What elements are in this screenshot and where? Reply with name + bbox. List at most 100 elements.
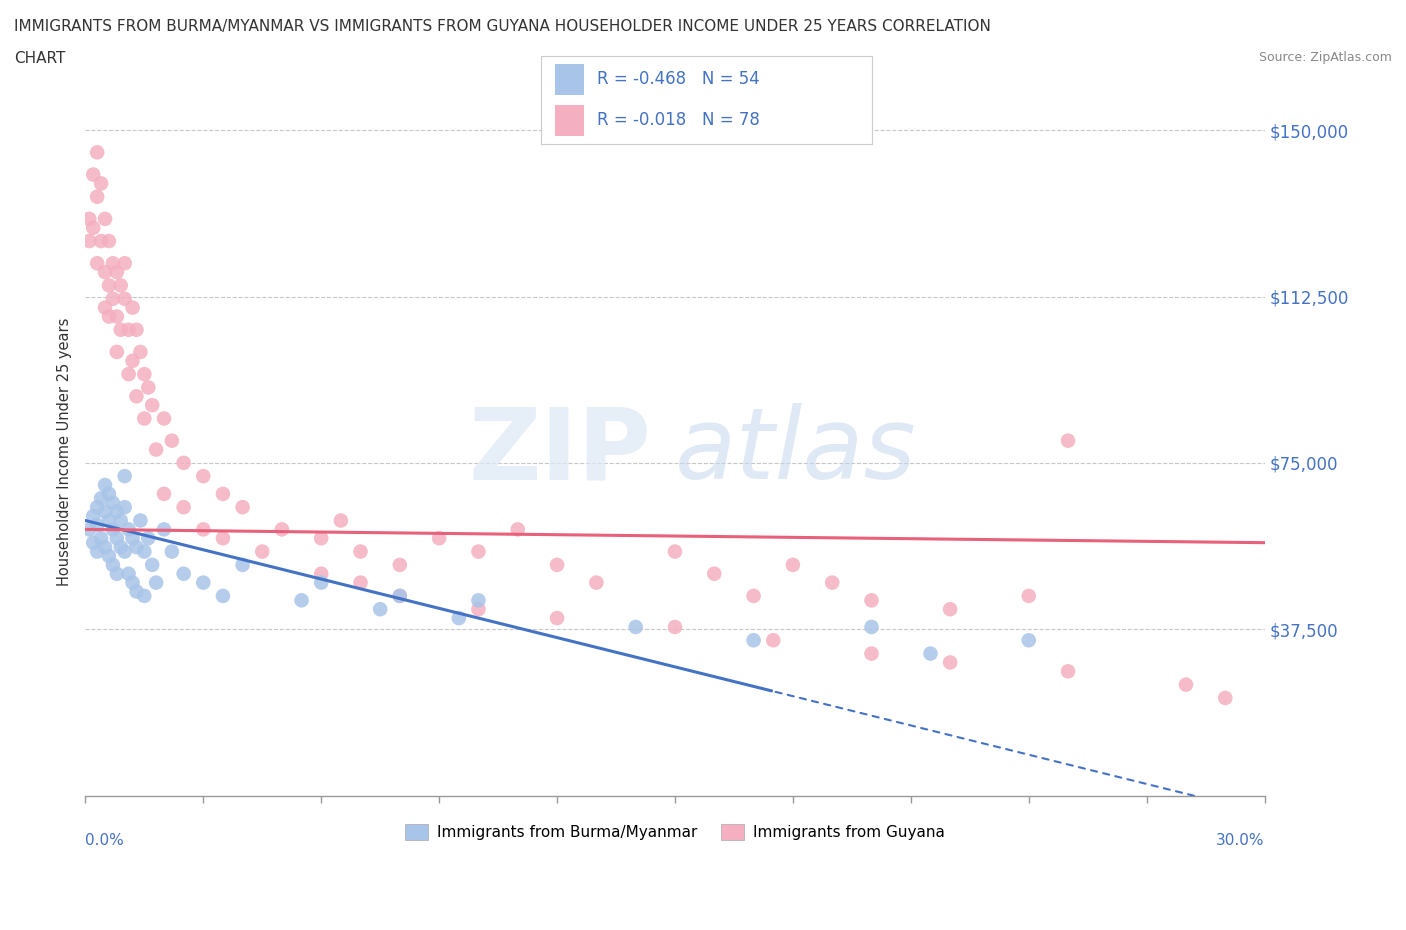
Point — [101, 557, 124, 572]
Point — [114, 499, 136, 514]
FancyBboxPatch shape — [554, 105, 585, 136]
Text: ZIP: ZIP — [468, 404, 651, 500]
Point — [388, 589, 411, 604]
Point — [309, 531, 332, 546]
Point — [134, 411, 156, 426]
Text: R = -0.468   N = 54: R = -0.468 N = 54 — [598, 70, 761, 87]
Point — [125, 389, 148, 404]
Point — [101, 522, 124, 537]
Point — [153, 411, 176, 426]
Point — [114, 256, 136, 271]
Point — [94, 504, 117, 519]
Point — [290, 593, 312, 608]
Point — [97, 513, 120, 528]
Point — [110, 539, 132, 554]
Point — [506, 522, 529, 537]
Point — [114, 544, 136, 559]
Point — [153, 522, 176, 537]
Point — [212, 531, 235, 546]
Point — [145, 442, 167, 457]
Point — [920, 646, 942, 661]
Point — [467, 544, 489, 559]
Point — [90, 491, 112, 506]
Point — [309, 566, 332, 581]
Point — [860, 646, 883, 661]
Point — [1213, 690, 1236, 705]
Point — [1057, 433, 1080, 448]
Text: Source: ZipAtlas.com: Source: ZipAtlas.com — [1258, 51, 1392, 64]
Point — [145, 575, 167, 590]
Point — [193, 469, 215, 484]
Point — [121, 575, 143, 590]
Point — [97, 549, 120, 564]
Point — [86, 145, 108, 160]
Point — [82, 220, 104, 235]
Point — [129, 513, 152, 528]
Point — [860, 593, 883, 608]
Point — [427, 531, 450, 546]
Point — [125, 584, 148, 599]
Point — [86, 256, 108, 271]
Text: R = -0.018   N = 78: R = -0.018 N = 78 — [598, 112, 761, 129]
Point — [212, 589, 235, 604]
Point — [105, 504, 128, 519]
Point — [105, 566, 128, 581]
Point — [1175, 677, 1198, 692]
Point — [97, 278, 120, 293]
Point — [79, 211, 101, 226]
Point — [742, 632, 765, 647]
Point — [79, 233, 101, 248]
Point — [624, 619, 647, 634]
Text: 0.0%: 0.0% — [86, 833, 124, 848]
Point — [110, 513, 132, 528]
FancyBboxPatch shape — [554, 64, 585, 95]
Point — [90, 176, 112, 191]
Point — [114, 291, 136, 306]
Point — [117, 566, 139, 581]
Point — [121, 531, 143, 546]
Point — [86, 190, 108, 205]
Point — [388, 589, 411, 604]
Point — [101, 291, 124, 306]
Point — [105, 265, 128, 280]
Point — [94, 265, 117, 280]
Point — [821, 575, 844, 590]
Point — [349, 544, 371, 559]
Point — [546, 557, 568, 572]
Point — [82, 167, 104, 182]
Point — [1018, 589, 1040, 604]
Point — [447, 611, 470, 626]
Point — [79, 522, 101, 537]
Point — [136, 531, 159, 546]
Point — [90, 531, 112, 546]
Point — [664, 619, 686, 634]
Point — [1018, 632, 1040, 647]
Point — [585, 575, 607, 590]
Point — [349, 575, 371, 590]
Point — [703, 566, 725, 581]
Point — [160, 433, 183, 448]
Point — [939, 655, 962, 670]
Point — [82, 536, 104, 551]
Point — [97, 309, 120, 324]
Point — [252, 544, 274, 559]
Point — [134, 366, 156, 381]
Point — [82, 509, 104, 524]
Y-axis label: Householder Income Under 25 years: Householder Income Under 25 years — [58, 317, 72, 586]
Point — [193, 522, 215, 537]
Point — [860, 619, 883, 634]
Point — [782, 557, 804, 572]
Point — [101, 496, 124, 511]
Text: IMMIGRANTS FROM BURMA/MYANMAR VS IMMIGRANTS FROM GUYANA HOUSEHOLDER INCOME UNDER: IMMIGRANTS FROM BURMA/MYANMAR VS IMMIGRA… — [14, 19, 991, 33]
Point — [86, 517, 108, 532]
Point — [105, 344, 128, 359]
Point — [121, 300, 143, 315]
Point — [86, 499, 108, 514]
Point — [212, 486, 235, 501]
Point — [97, 233, 120, 248]
Point — [141, 398, 163, 413]
Point — [467, 593, 489, 608]
Point — [94, 539, 117, 554]
Point — [368, 602, 391, 617]
Point — [121, 353, 143, 368]
